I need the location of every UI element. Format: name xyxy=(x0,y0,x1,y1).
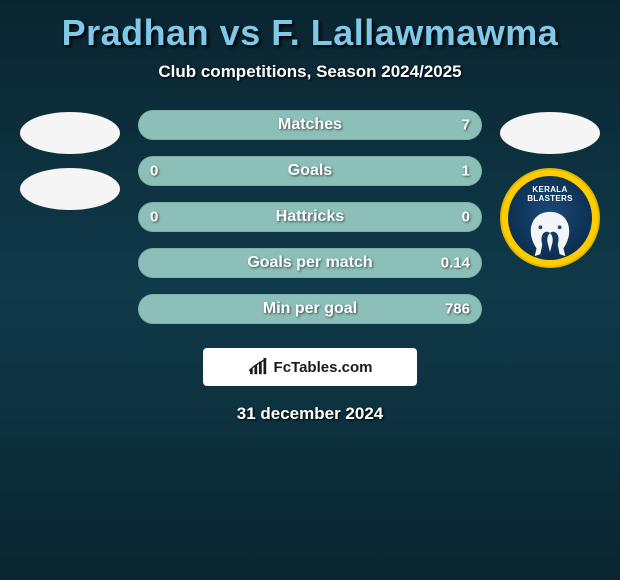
stat-right-value: 0 xyxy=(462,209,470,226)
stat-right-value: 7 xyxy=(462,117,470,134)
brand-footer[interactable]: FcTables.com xyxy=(203,348,417,386)
stats-column: Matches 7 0 Goals 1 0 Hattricks 0 Goals … xyxy=(138,110,482,324)
stat-left-value: 0 xyxy=(150,163,158,180)
stat-right-value: 786 xyxy=(445,301,470,318)
stat-label: Goals per match xyxy=(247,254,372,272)
club-text-line2: BLASTERS xyxy=(527,194,573,203)
stat-row-hattricks: 0 Hattricks 0 xyxy=(138,202,482,232)
stat-label: Min per goal xyxy=(263,300,357,318)
stat-row-goals: 0 Goals 1 xyxy=(138,156,482,186)
right-club-badge: KERALA BLASTERS xyxy=(500,168,600,268)
subtitle: Club competitions, Season 2024/2025 xyxy=(0,62,620,82)
brand-text: FcTables.com xyxy=(274,359,373,376)
club-logo-inner: KERALA BLASTERS xyxy=(508,176,592,260)
right-country-badge xyxy=(500,112,600,154)
stat-right-value: 1 xyxy=(462,163,470,180)
infographic-container: Pradhan vs F. Lallawmawma Club competiti… xyxy=(0,0,620,424)
left-club-badge xyxy=(20,168,120,210)
left-player-column xyxy=(20,110,120,210)
chart-icon xyxy=(248,358,270,376)
stat-row-goals-per-match: Goals per match 0.14 xyxy=(138,248,482,278)
stat-label: Matches xyxy=(278,116,342,134)
date-text: 31 december 2024 xyxy=(0,404,620,424)
club-text-line1: KERALA xyxy=(532,185,567,194)
comparison-area: Matches 7 0 Goals 1 0 Hattricks 0 Goals … xyxy=(0,110,620,324)
right-player-column: KERALA BLASTERS xyxy=(500,110,600,268)
left-country-badge xyxy=(20,112,120,154)
stat-row-matches: Matches 7 xyxy=(138,110,482,140)
page-title: Pradhan vs F. Lallawmawma xyxy=(0,12,620,54)
stat-left-value: 0 xyxy=(150,209,158,226)
club-logo-text: KERALA BLASTERS xyxy=(508,186,592,204)
elephant-icon xyxy=(521,210,579,258)
stat-label: Hattricks xyxy=(276,208,344,226)
stat-label: Goals xyxy=(288,162,332,180)
stat-right-value: 0.14 xyxy=(441,255,470,272)
stat-row-min-per-goal: Min per goal 786 xyxy=(138,294,482,324)
